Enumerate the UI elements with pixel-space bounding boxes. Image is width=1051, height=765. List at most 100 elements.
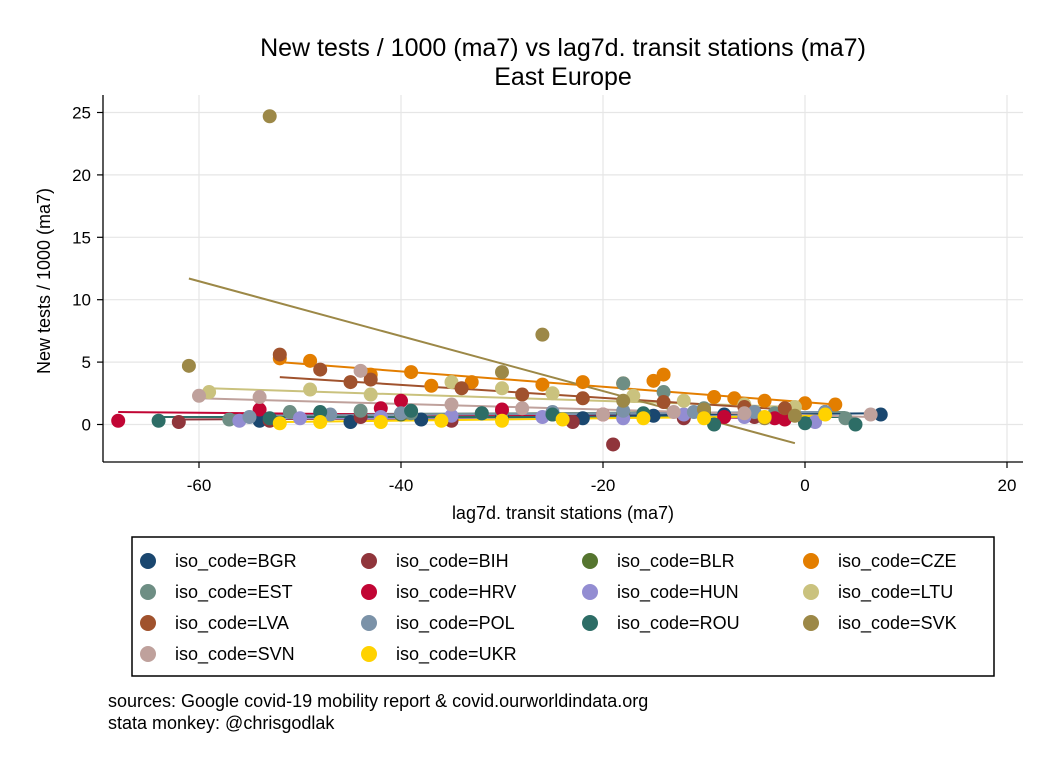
chart-subtitle: East Europe	[494, 63, 632, 91]
legend-marker-ukr	[361, 646, 377, 662]
point-ltu	[444, 375, 459, 390]
gridlines	[103, 95, 1023, 462]
legend-marker-est	[140, 584, 156, 600]
point-hrv	[252, 402, 267, 417]
point-ukr	[697, 411, 711, 426]
point-ukr	[757, 410, 772, 425]
legend-marker-rou	[582, 615, 598, 631]
legend-label-ukr: iso_code=UKR	[396, 644, 517, 665]
point-rou	[313, 405, 328, 420]
point-ltu	[363, 387, 378, 402]
legend-marker-bih	[361, 553, 377, 569]
point-svn	[444, 397, 459, 412]
y-tick-label: 20	[72, 166, 91, 185]
point-est	[282, 405, 297, 420]
legend-marker-hun	[582, 584, 598, 600]
point-hrv	[111, 413, 126, 428]
point-svk	[495, 365, 509, 380]
x-tick-label: -60	[187, 476, 212, 495]
point-lva	[454, 381, 469, 396]
legend: iso_code=BGR iso_code=BIH iso_code=BLR iso_…	[140, 551, 957, 665]
legend-marker-svk	[803, 615, 819, 631]
point-rou	[404, 403, 419, 418]
legend-label-ltu: iso_code=LTU	[838, 582, 953, 603]
point-est	[353, 403, 368, 418]
legend-label-pol: iso_code=POL	[396, 613, 515, 634]
point-rou	[151, 413, 166, 428]
legend-label-svn: iso_code=SVN	[175, 644, 295, 665]
point-cze	[535, 377, 550, 392]
point-svk	[616, 393, 631, 408]
y-tick-label: 25	[72, 104, 91, 123]
point-svn	[596, 407, 610, 422]
point-svk	[787, 408, 802, 423]
point-bgr	[873, 407, 888, 422]
point-svk	[181, 358, 196, 373]
point-ukr	[373, 415, 388, 430]
point-svn	[252, 390, 267, 405]
point-lva	[313, 362, 328, 377]
x-axis-label: lag7d. transit stations (ma7)	[452, 503, 674, 523]
point-bgr	[414, 412, 429, 427]
point-svn	[737, 406, 752, 421]
point-svn	[863, 407, 878, 422]
point-pol	[242, 410, 257, 425]
legend-label-blr: iso_code=BLR	[617, 551, 735, 572]
y-tick-label: 15	[72, 228, 91, 247]
point-hrv	[495, 402, 509, 417]
legend-label-svk: iso_code=SVK	[838, 613, 957, 634]
point-svn	[353, 363, 368, 378]
legend-box	[131, 536, 995, 677]
point-cze	[404, 365, 419, 380]
point-cze	[757, 393, 772, 408]
legend-marker-lva	[140, 615, 156, 631]
point-est	[838, 411, 853, 426]
point-lva	[575, 391, 590, 406]
notes-sources: sources: Google covid-19 mobility report…	[108, 691, 649, 711]
point-bih	[606, 437, 621, 452]
chart-title: New tests / 1000 (ma7) vs lag7d. transit…	[260, 34, 866, 62]
legend-marker-svn	[140, 646, 156, 662]
point-cze	[707, 390, 722, 405]
point-lva	[656, 395, 671, 410]
legend-label-est: iso_code=EST	[175, 582, 293, 603]
point-svk	[535, 327, 550, 342]
point-ltu	[303, 382, 318, 397]
point-ukr	[818, 407, 833, 422]
point-cze	[464, 375, 479, 390]
point-hrv	[717, 410, 732, 425]
point-ltu	[676, 393, 691, 408]
y-tick-label: 0	[82, 416, 91, 435]
point-ukr	[434, 413, 449, 428]
point-svn	[192, 388, 206, 403]
legend-marker-cze	[803, 553, 819, 569]
point-lva	[515, 387, 530, 402]
point-ukr	[272, 416, 287, 431]
x-tick-label: -20	[591, 476, 616, 495]
point-ukr	[555, 412, 570, 427]
x-tick-label: 0	[800, 476, 809, 495]
point-lva	[363, 372, 378, 387]
point-est	[656, 385, 671, 400]
point-cze	[303, 353, 318, 368]
legend-marker-ltu	[803, 584, 819, 600]
point-svk	[262, 109, 277, 124]
point-cze	[424, 378, 439, 393]
point-hun	[293, 411, 307, 426]
point-ukr	[313, 415, 328, 430]
point-rou	[848, 417, 863, 432]
point-ltu	[495, 381, 509, 396]
legend-marker-blr	[582, 553, 598, 569]
point-est	[616, 376, 631, 391]
y-axis-label: New tests / 1000 (ma7)	[34, 188, 54, 374]
point-ukr	[495, 413, 509, 428]
legend-marker-pol	[361, 615, 377, 631]
point-svn	[666, 405, 681, 420]
legend-label-cze: iso_code=CZE	[838, 551, 957, 572]
point-lva	[777, 401, 792, 416]
point-hrv	[394, 393, 408, 408]
legend-marker-hrv	[361, 584, 377, 600]
legend-label-bgr: iso_code=BGR	[175, 551, 297, 572]
point-cze	[646, 373, 661, 388]
